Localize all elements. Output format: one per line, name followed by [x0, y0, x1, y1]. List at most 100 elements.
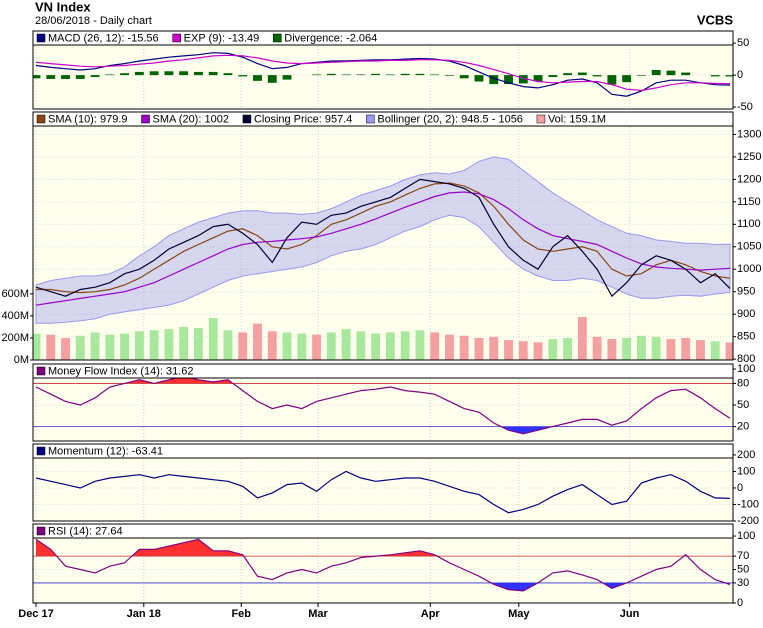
y-tick-label: 0 [737, 597, 743, 609]
legend-strip [32, 111, 734, 127]
bar [208, 71, 218, 76]
x-tick-label: May [508, 608, 530, 620]
y-tick-label: 1300 [737, 128, 761, 140]
y-tick-label: 1000 [737, 263, 761, 275]
volume-bar [710, 341, 720, 360]
volume-bar [253, 323, 262, 360]
legend-entry: RSI (14): 27.64 [48, 525, 123, 537]
volume-bar [267, 331, 277, 360]
bar [371, 73, 381, 76]
bar [430, 74, 440, 76]
volume-bar [474, 337, 484, 360]
bar [282, 75, 292, 80]
bar [223, 73, 233, 76]
volume-bar [592, 336, 602, 360]
legend-entry: SMA (20): 1002 [153, 113, 229, 125]
bar [533, 75, 543, 82]
chart-subtitle: 28/06/2018 - Daily chart [35, 15, 152, 27]
plot-area [33, 538, 733, 592]
y2-tick-label: 0M [14, 354, 29, 366]
legend-entry: Vol: 159.1M [548, 113, 606, 125]
y-tick-label: 70 [737, 550, 749, 562]
y-tick-label: 50 [737, 37, 749, 49]
bar [105, 74, 115, 76]
y-tick-label: -50 [737, 101, 753, 113]
y-tick-label: 100 [737, 530, 755, 542]
volume-bar [105, 334, 115, 360]
volume-bar [179, 326, 189, 360]
volume-bar [489, 336, 499, 360]
bar [326, 73, 336, 76]
bar [725, 75, 733, 77]
series-line [35, 470, 731, 514]
bar [518, 75, 528, 84]
volume-bar [725, 342, 733, 360]
bar [356, 74, 366, 76]
volume-bar [371, 333, 381, 360]
bar [681, 72, 691, 76]
volume-bar [341, 329, 351, 360]
y-tick-label: -100 [737, 498, 759, 510]
volume-bar [607, 339, 617, 360]
legend-swatch [36, 33, 46, 43]
volume-bar [400, 331, 410, 360]
series-line [35, 54, 731, 92]
bar [666, 70, 676, 76]
x-tick-label: Jun [620, 608, 640, 620]
legend-swatch [36, 446, 46, 456]
volume-bar [282, 332, 292, 360]
bar [61, 75, 70, 79]
bar [253, 75, 262, 81]
volume-bar [577, 317, 587, 360]
legend-strip [32, 443, 734, 459]
y2-tick-label: 200M [1, 332, 29, 344]
legend-entry: EXP (9): -13.49 [184, 32, 260, 44]
bar [134, 71, 144, 76]
y-tick-label: 800 [737, 353, 755, 365]
volume-bar [312, 334, 321, 360]
y-tick-label: 1200 [737, 173, 761, 185]
volume-bar [326, 332, 336, 360]
legend-strip [32, 363, 734, 379]
legend-entry: Closing Price: 957.4 [254, 113, 352, 125]
bar [90, 75, 100, 78]
chart-title: VN Index [35, 0, 91, 14]
volume-bar [149, 330, 159, 360]
y-tick-label: 0 [737, 482, 743, 494]
bar [563, 73, 573, 76]
x-tick-label: Apr [421, 608, 441, 620]
bar [415, 73, 425, 76]
volume-bar [563, 337, 573, 360]
y-tick-label: 0 [737, 69, 743, 81]
x-tick-label: Feb [231, 608, 251, 620]
oversold-fill [501, 426, 553, 434]
bar [577, 72, 587, 76]
x-tick-label: Mar [308, 608, 328, 620]
volume-bar [415, 330, 425, 360]
legend-entry: SMA (10): 979.9 [48, 113, 128, 125]
y-tick-label: 30 [737, 577, 749, 589]
series-line [35, 52, 731, 97]
volume-bar [208, 318, 218, 360]
legend-swatch [36, 526, 46, 536]
y-tick-label: 50 [737, 563, 749, 575]
y-tick-label: 1250 [737, 151, 761, 163]
y2-tick-label: 600M [1, 288, 29, 300]
bar [504, 75, 513, 85]
x-tick-label: Dec 17 [18, 608, 53, 620]
y-tick-label: 950 [737, 286, 755, 298]
volume-bar [193, 328, 203, 360]
series-line [35, 538, 731, 592]
bar [445, 75, 454, 76]
bar [33, 75, 41, 79]
legend-entry: Money Flow Index (14): 31.62 [48, 365, 194, 377]
volume-bar [666, 339, 676, 360]
legend-entry: Momentum (12): -63.41 [48, 445, 163, 457]
volume-bar [696, 340, 705, 360]
bar [622, 75, 632, 83]
bar [46, 75, 56, 79]
volume-bar [445, 334, 454, 360]
legend-entry: MACD (26, 12): -15.56 [48, 32, 159, 44]
